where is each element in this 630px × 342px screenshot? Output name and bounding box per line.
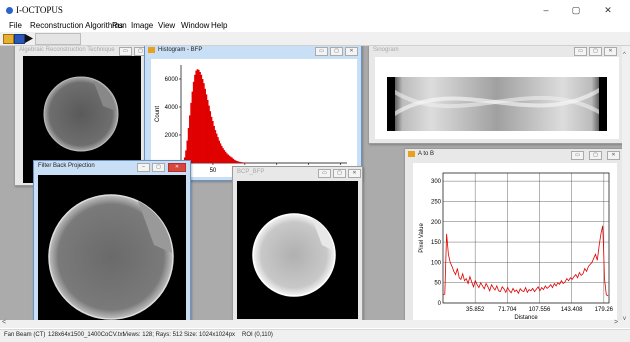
play-icon[interactable]: [25, 34, 33, 43]
menu-image[interactable]: Image: [131, 21, 153, 30]
sinogram-image: [375, 57, 619, 139]
atob-window[interactable]: A to B ▭ ▢ ✕ 0 50 100 150 200 250 300 35.852 71.…: [404, 148, 622, 320]
atob-x-tick-label: 143.408: [561, 307, 583, 313]
minimize-button[interactable]: –: [534, 3, 558, 17]
atob-window-titlebar[interactable]: A to B ▭ ▢ ✕: [405, 149, 622, 161]
histogram-x-tick-label: 50: [210, 168, 217, 174]
menu-window[interactable]: Window: [181, 21, 209, 30]
bcp-close-icon[interactable]: ✕: [348, 169, 361, 178]
bcp-reconstruction-circle: [237, 181, 358, 319]
sinogram-maximize-icon[interactable]: ▢: [589, 47, 602, 56]
status-views-rays: Views: 128; Rays: 512: [123, 332, 183, 338]
horizontal-scrollbar[interactable]: < >: [0, 320, 622, 328]
menu-view[interactable]: View: [158, 21, 175, 30]
atob-y-tick-label: 50: [434, 281, 441, 287]
sinogram-window-title: Sinogram: [373, 47, 399, 53]
status-roi: ROI (0,110): [242, 332, 273, 338]
atob-y-tick-label: 200: [431, 220, 442, 226]
status-size: Size: 1024x1024px: [184, 332, 235, 338]
atob-x-tick-label: 71.704: [498, 307, 517, 313]
atob-window-icon: [408, 151, 415, 157]
scroll-up-icon[interactable]: ^: [623, 52, 626, 58]
histogram-window-title: Histogram - BFP: [158, 47, 202, 53]
atob-minimize-icon[interactable]: ▭: [571, 151, 584, 160]
fbp-minimize-icon[interactable]: –: [137, 163, 150, 172]
histogram-close-icon[interactable]: ✕: [345, 47, 358, 56]
scroll-down-icon[interactable]: v: [623, 316, 626, 322]
atob-chart: 0 50 100 150 200 250 300 35.852 71.704 107.556 143…: [413, 163, 617, 320]
status-file-name: 128x64x1500_1400CoCV.txt: [48, 332, 124, 338]
atob-y-tick-label: 100: [431, 260, 442, 266]
histogram-window-titlebar[interactable]: Histogram - BFP ▭ ▢ ✕: [145, 46, 361, 57]
status-beam-type: Fan Beam (CT): [4, 332, 45, 338]
atob-y-tick-label: 150: [431, 240, 442, 246]
art-window-title: Algebraic Reconstruction Technique: [19, 47, 115, 53]
bcp-minimize-icon[interactable]: ▭: [318, 169, 331, 178]
histogram-y-tick-label: 2000: [165, 133, 179, 139]
sinogram-window-titlebar[interactable]: Sinogram ▭ ▢ ✕: [369, 46, 622, 57]
fbp-window[interactable]: Filter Back Projection – ▢ ✕: [33, 160, 191, 320]
atob-y-tick-label: 300: [431, 179, 442, 185]
mdi-workspace: Algebraic Reconstruction Technique ▭ ▢ H…: [0, 46, 622, 320]
atob-y-label: Pixel Value: [419, 223, 425, 253]
atob-x-tick-label: 179.26: [595, 307, 614, 313]
atob-restore-icon[interactable]: ▢: [589, 151, 602, 160]
sinogram-minimize-icon[interactable]: ▭: [574, 47, 587, 56]
app-title-bar: I-OCTOPUS – ▢ ✕: [0, 0, 630, 20]
fbp-window-title: Filter Back Projection: [38, 163, 95, 169]
atob-x-tick-label: 35.852: [466, 307, 485, 313]
bcp-image: [237, 181, 358, 319]
atob-close-icon[interactable]: ✕: [607, 151, 620, 160]
menu-bar: File Reconstruction Algorithms Run Image…: [0, 20, 630, 32]
sinogram-canvas: [375, 57, 619, 139]
bcp-window-title: BCP_BFP: [237, 169, 264, 175]
app-title: I-OCTOPUS: [16, 5, 63, 15]
bcp-window[interactable]: BCP_BFP ▭ ▢ ✕: [232, 166, 363, 320]
histogram-y-tick-label: 4000: [165, 105, 179, 111]
histogram-y-label: Count: [155, 106, 161, 122]
histogram-minimize-icon[interactable]: ▭: [315, 47, 328, 56]
fbp-window-titlebar[interactable]: Filter Back Projection – ▢ ✕: [34, 161, 190, 173]
scroll-right-icon[interactable]: >: [614, 319, 618, 326]
fbp-close-icon[interactable]: ✕: [168, 163, 186, 172]
fbp-reconstruction-circle: [38, 175, 186, 320]
atob-x-tick-label: 107.556: [529, 307, 551, 313]
open-folder-icon[interactable]: [3, 34, 14, 44]
histogram-window-icon: [148, 47, 155, 53]
maximize-button[interactable]: ▢: [564, 3, 588, 17]
vertical-scrollbar[interactable]: ^ v: [622, 46, 630, 328]
scroll-left-icon[interactable]: <: [2, 319, 6, 326]
close-button[interactable]: ✕: [596, 3, 620, 17]
atob-y-tick-label: 250: [431, 199, 442, 205]
atob-window-title: A to B: [418, 151, 434, 157]
menu-run[interactable]: Run: [112, 21, 127, 30]
menu-reconstruction-algorithms[interactable]: Reconstruction Algorithms: [30, 21, 123, 30]
atob-y-tick-label: 0: [438, 301, 442, 307]
menu-help[interactable]: Help: [211, 21, 227, 30]
save-icon[interactable]: [14, 34, 25, 44]
fbp-maximize-icon[interactable]: ▢: [152, 163, 165, 172]
sinogram-close-icon[interactable]: ✕: [604, 47, 617, 56]
histogram-maximize-icon[interactable]: ▢: [330, 47, 343, 56]
art-minimize-icon[interactable]: ▭: [119, 47, 132, 56]
status-bar: Fan Beam (CT) 128x64x1500_1400CoCV.txt V…: [0, 329, 630, 342]
atob-chart-area: 0 50 100 150 200 250 300 35.852 71.704 107.556 143…: [413, 163, 617, 320]
fbp-image: [38, 175, 186, 320]
menu-file[interactable]: File: [9, 21, 22, 30]
histogram-y-tick-label: 6000: [165, 77, 179, 83]
sinogram-window[interactable]: Sinogram ▭ ▢ ✕: [368, 46, 622, 144]
toolbar-blank-field[interactable]: [35, 33, 81, 45]
toolbar: [0, 32, 630, 46]
app-logo-icon: [6, 7, 13, 14]
bcp-restore-icon[interactable]: ▢: [333, 169, 346, 178]
bcp-window-titlebar[interactable]: BCP_BFP ▭ ▢ ✕: [233, 167, 362, 179]
